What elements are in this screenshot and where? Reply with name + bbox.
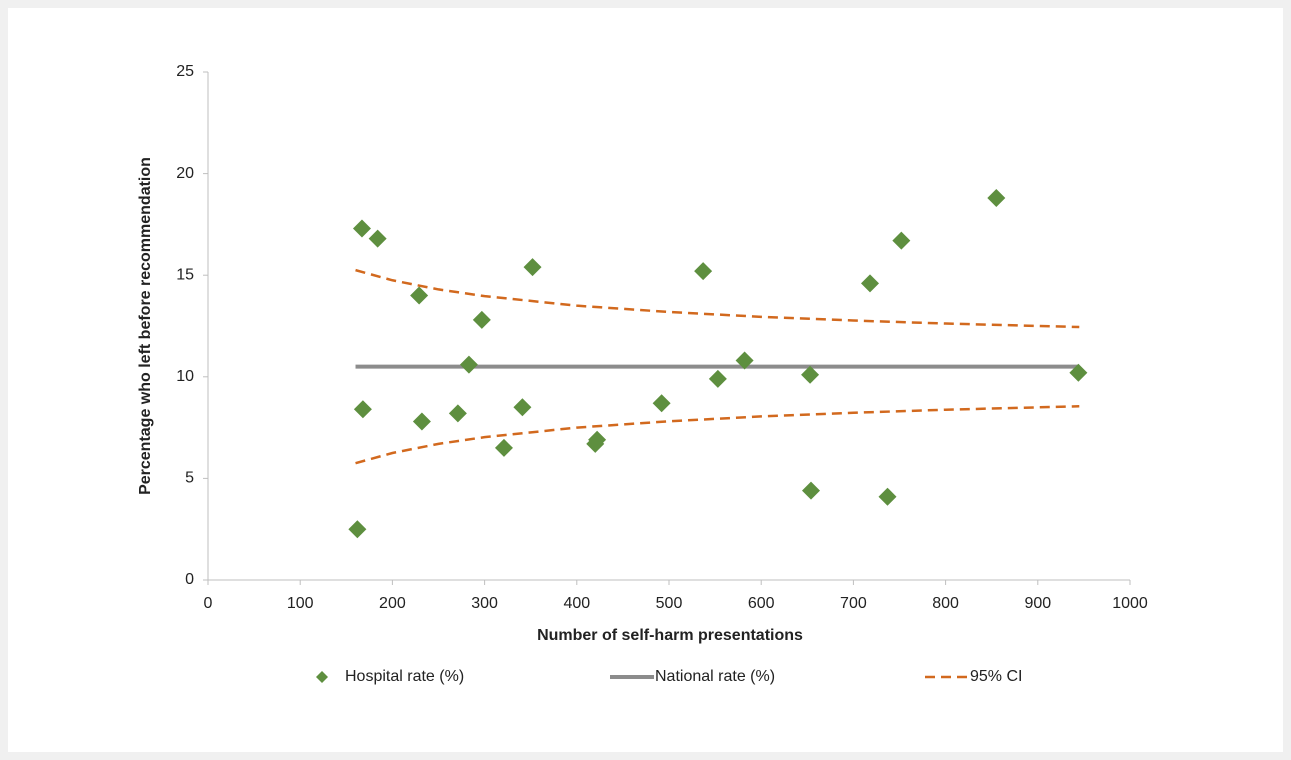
x-tick-label: 0 (204, 595, 213, 612)
y-tick-label: 20 (176, 165, 194, 182)
y-tick-label: 0 (185, 571, 194, 588)
data-point (892, 231, 911, 250)
x-tick-label: 200 (379, 595, 406, 612)
y-tick-label: 25 (176, 63, 194, 80)
data-point (735, 351, 754, 370)
y-axis-title: Percentage who left before recommendatio… (137, 157, 154, 495)
data-point (353, 400, 372, 419)
legend-label: Hospital rate (%) (345, 668, 464, 685)
data-point (523, 258, 542, 277)
data-point (987, 188, 1006, 207)
y-tick-label: 5 (185, 470, 194, 487)
legend-label: 95% CI (970, 668, 1022, 685)
data-point (412, 412, 431, 431)
data-point (352, 219, 371, 238)
x-tick-label: 400 (563, 595, 590, 612)
data-point (801, 365, 820, 384)
chart-background (8, 8, 1283, 752)
x-tick-label: 300 (471, 595, 498, 612)
data-point (588, 430, 607, 449)
data-point (494, 438, 513, 457)
legend-symbol (316, 671, 328, 683)
legend-label: National rate (%) (655, 668, 775, 685)
x-tick-label: 1000 (1112, 595, 1148, 612)
data-point (860, 274, 879, 293)
data-point (878, 487, 897, 506)
data-point (448, 404, 467, 423)
ci-upper-line (355, 268, 1080, 329)
y-tick-label: 15 (176, 266, 194, 283)
data-point (801, 481, 820, 500)
data-point (472, 310, 491, 329)
x-tick-label: 800 (932, 595, 959, 612)
data-point (652, 394, 671, 413)
data-point (459, 355, 478, 374)
data-point (368, 229, 387, 248)
data-point (410, 286, 429, 305)
y-tick-label: 10 (176, 368, 194, 385)
data-point (694, 262, 713, 281)
data-point (348, 520, 367, 539)
ci-lower-line (355, 405, 1080, 465)
x-tick-label: 700 (840, 595, 867, 612)
data-point (1069, 363, 1088, 382)
x-tick-label: 600 (748, 595, 775, 612)
x-axis-title: Number of self-harm presentations (537, 627, 803, 644)
x-tick-label: 900 (1024, 595, 1051, 612)
x-tick-label: 500 (656, 595, 683, 612)
data-point (708, 369, 727, 388)
x-tick-label: 100 (287, 595, 314, 612)
data-point (513, 398, 532, 417)
